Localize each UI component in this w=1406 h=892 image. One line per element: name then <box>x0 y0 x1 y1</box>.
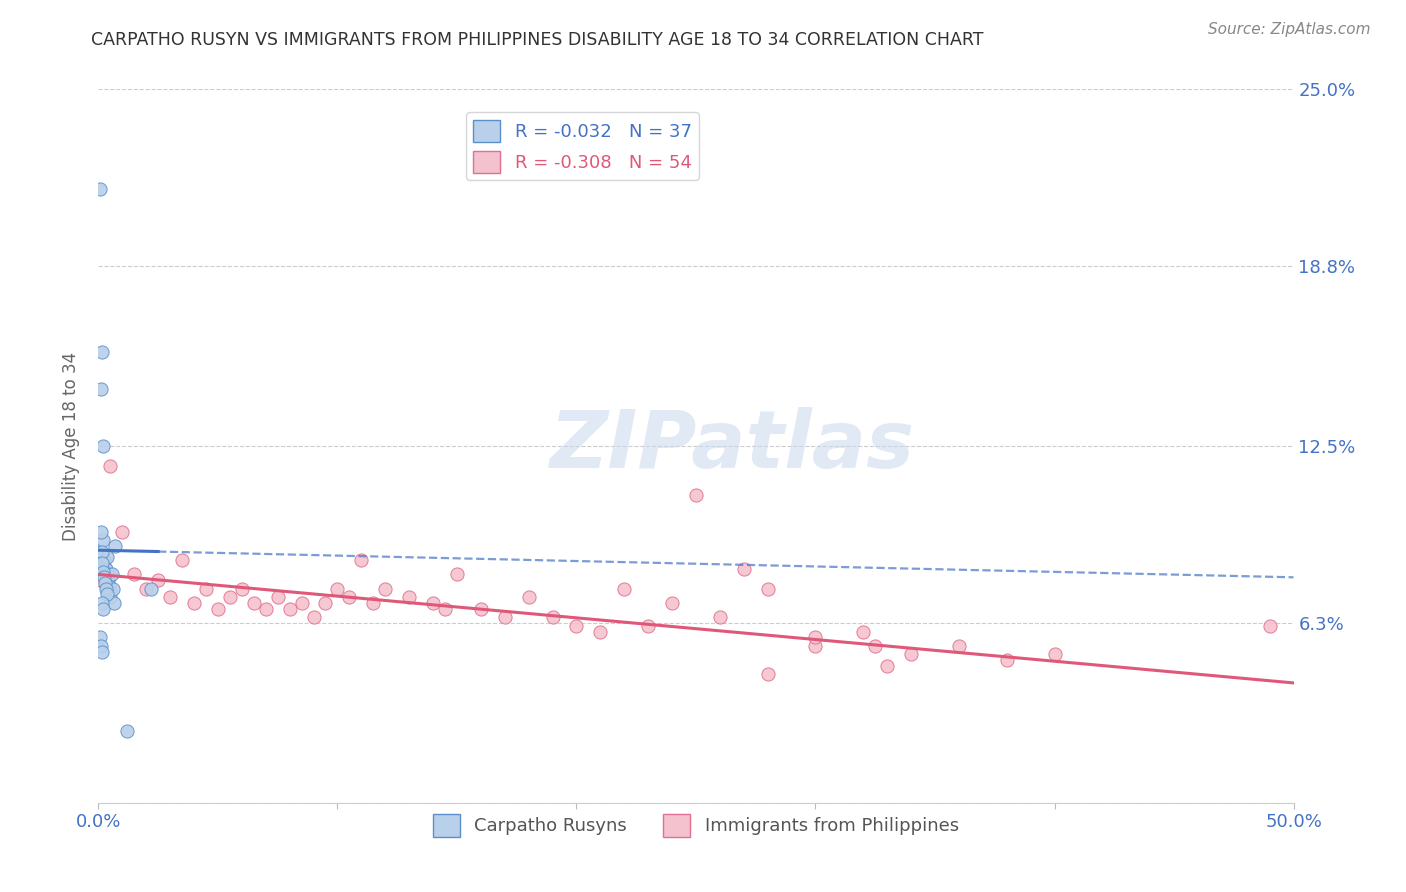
Point <box>756 582 779 596</box>
Point <box>243 596 266 610</box>
Point <box>139 582 162 596</box>
Point <box>948 639 970 653</box>
Point <box>565 619 588 633</box>
Point <box>124 567 146 582</box>
Point <box>97 573 120 587</box>
Point <box>494 610 516 624</box>
Point <box>93 570 115 584</box>
Point <box>900 648 922 662</box>
Point <box>100 567 122 582</box>
Point <box>104 539 127 553</box>
Point <box>219 591 242 605</box>
Point <box>103 596 125 610</box>
Point <box>91 533 114 548</box>
Point <box>90 382 112 396</box>
Point <box>94 582 117 596</box>
Point <box>326 582 349 596</box>
Y-axis label: Disability Age 18 to 34: Disability Age 18 to 34 <box>62 351 80 541</box>
Point <box>350 553 373 567</box>
Point <box>135 582 157 596</box>
Point <box>94 562 117 576</box>
Point <box>434 601 457 615</box>
Point <box>96 550 118 565</box>
Point <box>91 596 114 610</box>
Point <box>93 553 115 567</box>
Text: Source: ZipAtlas.com: Source: ZipAtlas.com <box>1208 22 1371 37</box>
Point <box>756 667 779 681</box>
Point <box>278 601 301 615</box>
Point <box>302 610 325 624</box>
Point <box>94 576 117 591</box>
Point <box>90 544 112 558</box>
Point <box>195 582 218 596</box>
Point <box>91 344 114 359</box>
Point <box>613 582 636 596</box>
Point <box>111 524 134 539</box>
Point <box>865 639 887 653</box>
Point <box>159 591 181 605</box>
Point <box>1043 648 1066 662</box>
Point <box>98 458 122 473</box>
Point <box>90 639 112 653</box>
Point <box>374 582 396 596</box>
Point <box>398 591 420 605</box>
Point <box>115 724 138 739</box>
Point <box>89 544 111 558</box>
Point <box>89 573 111 587</box>
Legend: Carpatho Rusyns, Immigrants from Philippines: Carpatho Rusyns, Immigrants from Philipp… <box>426 807 966 844</box>
Point <box>852 624 875 639</box>
Point <box>91 439 114 453</box>
Point <box>446 567 468 582</box>
Point <box>172 553 194 567</box>
Point <box>91 565 114 579</box>
Point <box>1258 619 1281 633</box>
Point <box>183 596 205 610</box>
Point <box>148 573 170 587</box>
Point <box>804 630 827 644</box>
Point <box>733 562 755 576</box>
Point <box>470 601 492 615</box>
Point <box>315 596 337 610</box>
Point <box>96 587 118 601</box>
Point <box>709 610 731 624</box>
Point <box>98 579 121 593</box>
Point <box>291 596 314 610</box>
Point <box>207 601 229 615</box>
Point <box>995 653 1018 667</box>
Point <box>94 573 117 587</box>
Point <box>93 558 115 573</box>
Point <box>541 610 564 624</box>
Point <box>91 562 114 576</box>
Point <box>98 584 121 599</box>
Point <box>422 596 444 610</box>
Point <box>517 591 540 605</box>
Point <box>90 644 112 658</box>
Point <box>876 658 898 673</box>
Point <box>231 582 253 596</box>
Point <box>89 630 111 644</box>
Point <box>339 591 361 605</box>
Point <box>804 639 827 653</box>
Point <box>661 596 683 610</box>
Point <box>94 567 117 582</box>
Text: ZIPatlas: ZIPatlas <box>550 407 914 485</box>
Point <box>685 487 707 501</box>
Point <box>267 591 290 605</box>
Point <box>101 582 124 596</box>
Point <box>98 591 122 605</box>
Point <box>89 182 111 196</box>
Point <box>97 567 120 582</box>
Point <box>96 584 118 599</box>
Point <box>91 556 114 570</box>
Point <box>363 596 385 610</box>
Point <box>637 619 659 633</box>
Point <box>589 624 612 639</box>
Text: CARPATHO RUSYN VS IMMIGRANTS FROM PHILIPPINES DISABILITY AGE 18 TO 34 CORRELATIO: CARPATHO RUSYN VS IMMIGRANTS FROM PHILIP… <box>91 31 984 49</box>
Point <box>93 601 115 615</box>
Point <box>254 601 277 615</box>
Point <box>90 524 112 539</box>
